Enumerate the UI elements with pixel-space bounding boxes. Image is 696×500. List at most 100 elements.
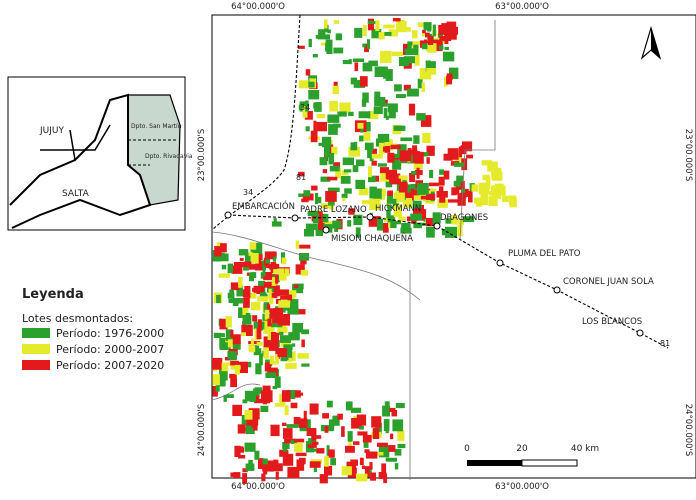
patch [468, 190, 473, 203]
patch [354, 27, 363, 38]
patch [331, 146, 338, 155]
patch [249, 242, 257, 250]
patch [394, 448, 402, 456]
patch [287, 467, 300, 479]
patch [385, 457, 397, 462]
patch [216, 242, 223, 247]
patch [426, 226, 435, 238]
patch [393, 125, 406, 131]
patch [327, 187, 340, 192]
patch [411, 171, 417, 175]
patch [329, 100, 338, 112]
patch [278, 300, 290, 308]
patch [386, 176, 393, 180]
patch [327, 114, 340, 123]
patch [425, 32, 430, 38]
patch [427, 43, 437, 53]
patch [356, 414, 367, 426]
patch [285, 363, 297, 369]
patch [317, 222, 325, 231]
patch [374, 66, 386, 77]
patch [438, 176, 445, 186]
patch [382, 405, 391, 417]
patch [353, 441, 360, 445]
patch [305, 126, 310, 132]
patch [421, 82, 425, 92]
patch [348, 440, 352, 446]
patch [457, 224, 463, 237]
patch [367, 111, 379, 120]
patch [412, 30, 418, 39]
patch [292, 323, 304, 333]
patch [230, 472, 234, 477]
patch [384, 32, 392, 36]
patch [385, 180, 393, 188]
patch [379, 137, 387, 141]
patch [312, 54, 318, 58]
patch [294, 443, 303, 452]
patch [218, 368, 228, 381]
patch [491, 167, 502, 179]
patch [236, 285, 244, 297]
patch [299, 253, 310, 261]
patch [232, 404, 242, 416]
patch [378, 445, 390, 458]
patch [509, 196, 517, 208]
patch [413, 158, 423, 170]
patch [214, 246, 222, 257]
patch [263, 321, 271, 328]
patch [359, 426, 364, 430]
patch [280, 335, 291, 343]
patch [412, 145, 418, 154]
patch [287, 294, 293, 301]
patch [328, 449, 335, 458]
patch [270, 273, 276, 279]
patch [269, 297, 274, 305]
patch [387, 215, 395, 225]
patch [308, 90, 320, 100]
patch [491, 187, 499, 197]
patch [406, 88, 419, 97]
deforestation-patches [212, 18, 517, 484]
patch [304, 228, 314, 237]
patch [390, 221, 397, 229]
patch [369, 186, 377, 199]
patch [237, 424, 246, 434]
patch [261, 473, 266, 482]
patch [421, 43, 432, 50]
patch [394, 463, 399, 470]
patch [299, 457, 306, 465]
patch [371, 154, 383, 159]
patch [391, 410, 398, 417]
patch [438, 186, 444, 194]
patch [409, 172, 416, 182]
patch [437, 199, 448, 208]
patch [244, 410, 253, 420]
patch [340, 175, 351, 184]
patch [301, 329, 309, 335]
patch [385, 115, 389, 120]
patch [244, 442, 256, 452]
patch [314, 102, 322, 112]
legend-subtitle: Lotes desmontados: [22, 312, 133, 325]
coord-label: 63°00.000'O [495, 482, 549, 492]
patch [248, 361, 252, 368]
road-label: 34 [300, 103, 310, 112]
patch [367, 146, 373, 159]
patch [362, 92, 369, 103]
patch [257, 319, 262, 329]
patch [269, 308, 275, 319]
patch [345, 445, 355, 453]
patch [245, 463, 255, 471]
patch [420, 115, 432, 127]
patch [272, 313, 281, 324]
patch [339, 102, 351, 113]
patch [397, 144, 407, 156]
patch [427, 36, 434, 45]
patch [345, 401, 353, 411]
patch [213, 332, 221, 338]
patch [389, 173, 401, 183]
patch [439, 169, 444, 175]
coord-label: 24°00.000'S [197, 404, 207, 457]
patch [387, 198, 397, 204]
